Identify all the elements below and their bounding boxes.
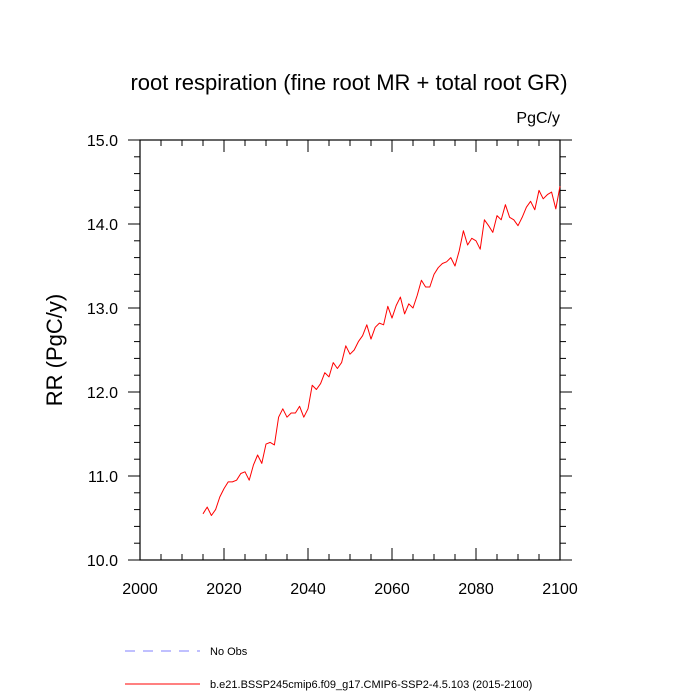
x-tick-label: 2080 — [458, 581, 494, 598]
x-tick-label: 2100 — [542, 581, 578, 598]
units-label: PgC/y — [516, 110, 560, 127]
legend-label: No Obs — [210, 646, 248, 658]
y-tick-label: 12.0 — [87, 385, 118, 402]
x-tick-label: 2000 — [122, 581, 158, 598]
y-tick-label: 13.0 — [87, 301, 118, 318]
y-tick-label: 15.0 — [87, 133, 118, 150]
y-tick-label: 11.0 — [88, 469, 118, 486]
legend: No Obs b.e21.BSSP245cmip6.f09_g17.CMIP6-S… — [125, 646, 532, 691]
y-axis-label: RR (PgC/y) — [42, 294, 67, 406]
x-tick-label: 2060 — [374, 581, 410, 598]
legend-label: b.e21.BSSP245cmip6.f09_g17.CMIP6-SSP2-4.… — [210, 679, 532, 691]
series-lines — [202, 186, 561, 516]
x-tick-label: 2020 — [206, 581, 242, 598]
plot-frame — [139, 139, 561, 561]
y-tick-label: 10.0 — [87, 553, 118, 570]
series-line — [202, 186, 561, 516]
y-tick-label: 14.0 — [87, 217, 118, 234]
chart-title: root respiration (fine root MR + total r… — [130, 70, 567, 95]
tick-labels: 2000 2020 2040 2060 2080 2100 10.0 11.0 12.0 13.0… — [87, 133, 578, 598]
axis-ticks — [128, 139, 572, 561]
x-tick-label: 2040 — [290, 581, 326, 598]
